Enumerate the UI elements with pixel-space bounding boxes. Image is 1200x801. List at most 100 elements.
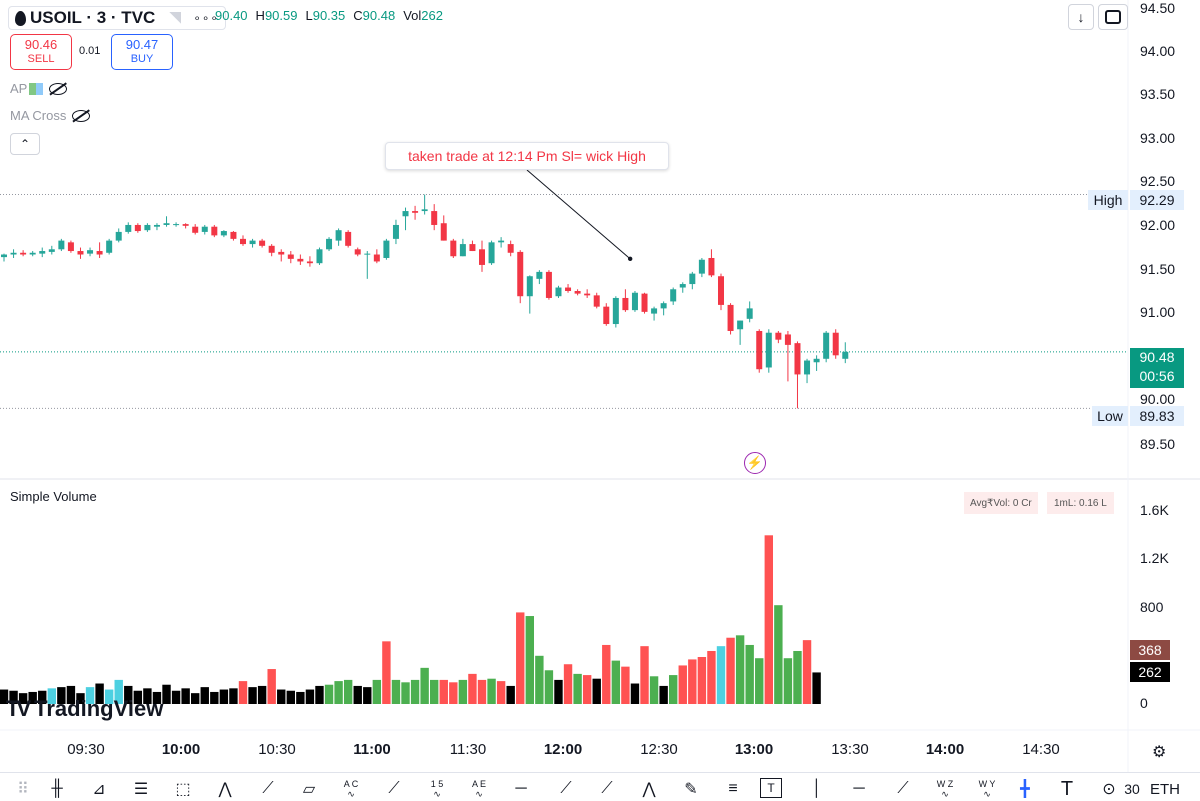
eye-hidden-icon[interactable]: [49, 81, 68, 95]
symbol-name[interactable]: USOIL · 3 · TVC: [30, 8, 156, 27]
collapse-indicators-button[interactable]: ⌃: [10, 133, 40, 155]
lines-tool-icon[interactable]: ☰: [133, 781, 149, 798]
eth-label[interactable]: ETH: [1150, 780, 1180, 798]
buy-button[interactable]: 90.47 BUY: [111, 34, 173, 70]
low-value: 89.83: [1130, 406, 1184, 426]
volume-bar: [219, 689, 229, 704]
price-axis-label: 93.50: [1140, 86, 1176, 102]
eye-hidden-icon[interactable]: [72, 108, 91, 122]
lightning-icon[interactable]: ⚡: [744, 452, 766, 474]
volume-bar: [277, 689, 286, 704]
candle-body: [727, 304, 734, 331]
volume-axis-label: 1.2K: [1140, 550, 1169, 566]
fullscreen-button[interactable]: [1098, 4, 1128, 30]
price-axis-label: 92.50: [1140, 173, 1176, 189]
elliott-wave-icon[interactable]: 1 5 ∿: [430, 778, 444, 799]
candle-body: [230, 231, 237, 239]
text-box-icon[interactable]: T: [760, 778, 782, 798]
volume-bar: [343, 679, 353, 704]
volume-pane-title[interactable]: Simple Volume: [10, 489, 97, 504]
candle-body: [603, 306, 610, 325]
volume-bar: [95, 683, 104, 704]
trend-angle-icon[interactable]: ⟋: [897, 780, 909, 797]
horizontal-line-icon[interactable]: ─: [853, 780, 865, 797]
candle-body: [718, 276, 724, 305]
candle-body: [278, 251, 285, 255]
annotation-arrow: [526, 169, 631, 260]
crosshair-icon[interactable]: ╋: [1020, 781, 1030, 798]
rectangle-tool-icon[interactable]: ⬚: [175, 781, 191, 798]
settings-gear-icon[interactable]: ⚙: [1152, 744, 1167, 761]
horizontal-lines-icon[interactable]: ≡: [728, 780, 738, 797]
candle-body: [67, 242, 74, 252]
text-tool-icon[interactable]: T: [1060, 777, 1074, 800]
volume-bar: [707, 650, 716, 704]
buy-price: 90.47: [125, 37, 159, 52]
candle-body: [784, 334, 791, 345]
trade-annotation-callout[interactable]: taken trade at 12:14 Pm Sl= wick High: [385, 142, 669, 170]
symbol-header[interactable]: USOIL · 3 · TVC ∘∘∘: [8, 6, 226, 30]
candle-body: [58, 240, 65, 250]
parallel-channel-icon[interactable]: ▱: [302, 781, 316, 798]
candles-tool-icon[interactable]: ╫: [51, 780, 63, 797]
high-value: 92.29: [1130, 190, 1184, 210]
abcd-pattern-icon[interactable]: A C ∿: [343, 778, 359, 799]
pitchfork-tool-icon[interactable]: ⊿: [92, 781, 106, 798]
wxyz-pattern-icon[interactable]: W Z ∿: [936, 778, 954, 799]
indicator-ap[interactable]: AP: [10, 81, 68, 96]
ml-badge: 1mL: 0.16 L: [1047, 492, 1114, 514]
volume-bar: [602, 644, 611, 704]
volume-bar: [688, 659, 697, 704]
download-button[interactable]: ↓: [1068, 4, 1094, 30]
candle-body: [708, 257, 715, 276]
candle-body: [201, 226, 208, 232]
sell-button[interactable]: 90.46 SELL: [10, 34, 72, 70]
candle-body: [297, 258, 304, 262]
volume-bar: [755, 658, 764, 704]
volume-bar: [783, 658, 793, 704]
horizontal-ray-icon[interactable]: ─: [515, 780, 527, 797]
candle-body: [555, 287, 562, 297]
volume-bar: [382, 641, 391, 704]
pattern-tool-icon[interactable]: ⋀: [218, 781, 232, 798]
volume-bar: [649, 676, 659, 704]
drag-handle-icon[interactable]: ⠿: [17, 781, 29, 798]
path-tool-icon[interactable]: ⟋: [601, 780, 613, 797]
vertical-line-icon[interactable]: │: [812, 780, 822, 797]
ohlc-low: L90.35: [305, 8, 346, 23]
candle-body: [134, 224, 141, 232]
time-axis-label: 14:30: [1022, 741, 1060, 758]
zigzag-tool-icon[interactable]: ⋀: [642, 781, 656, 798]
ohlc-readout: 90.40 H90.59 L90.35 C90.48 Vol262: [215, 8, 443, 23]
extended-line-icon[interactable]: ⟋: [560, 780, 572, 797]
price-axis-label: 91.50: [1140, 261, 1176, 277]
candle-body: [335, 230, 342, 241]
candle-body: [622, 297, 629, 311]
candle-body: [775, 332, 782, 340]
volume-bar: [458, 679, 468, 704]
candle-body: [163, 223, 170, 225]
more-button[interactable]: ∘∘∘: [193, 11, 219, 25]
candle-body: [651, 308, 658, 314]
wxy-pattern-icon[interactable]: W Y ∿: [978, 778, 996, 799]
volume-bar: [28, 691, 37, 704]
indicator-ma-cross[interactable]: MA Cross: [10, 108, 91, 123]
volume-bar: [363, 687, 372, 704]
volume-bar: [257, 685, 267, 704]
volume-bar: [191, 693, 200, 704]
brush-tool-icon[interactable]: ✎: [684, 781, 698, 798]
ohlc-volume: Vol262: [403, 8, 443, 23]
volume-bar: [430, 679, 439, 704]
volume-bar: [66, 685, 76, 704]
candle-body: [249, 240, 256, 245]
candle-body: [536, 271, 543, 279]
target-tool-icon[interactable]: ⊙: [1102, 781, 1116, 798]
candle-body: [488, 242, 495, 264]
elliott-correction-icon[interactable]: A E ∿: [471, 778, 486, 799]
sell-label: SELL: [27, 53, 55, 65]
drawing-toolbar: [0, 772, 1200, 801]
ray-tool-icon[interactable]: ⟋: [388, 780, 400, 797]
volume-bar: [296, 691, 305, 704]
trendline-tool-icon[interactable]: ⟋: [262, 780, 274, 797]
